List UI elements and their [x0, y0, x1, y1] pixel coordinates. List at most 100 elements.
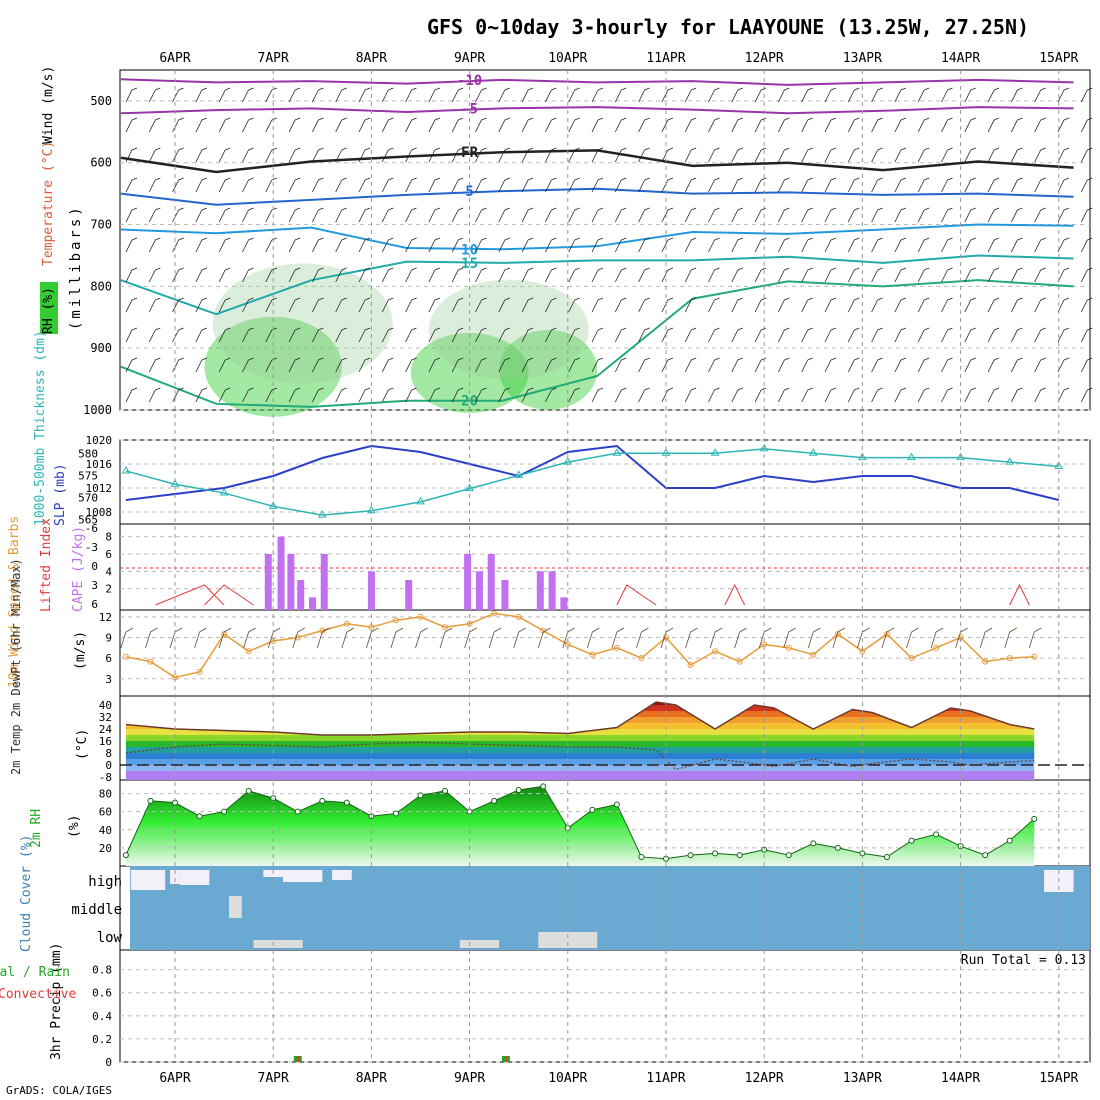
li-tick-label: -3 [85, 541, 98, 554]
wind-barb-flag [947, 87, 953, 91]
wind-barb-flag [691, 87, 697, 91]
cloud-high-clear [130, 870, 166, 890]
wind-barb [987, 329, 995, 343]
top-date-label: 12APR [745, 51, 784, 66]
wind-barb [1011, 359, 1018, 373]
wind10m-ylabel: 10m Wind Speed & Barbs [7, 516, 22, 688]
rh-tick-label: 40 [99, 824, 112, 837]
wind-barb-flag [388, 387, 394, 391]
wind-barb [169, 631, 176, 649]
wind-barb-flag [900, 357, 907, 361]
wind-barb [521, 89, 529, 103]
wind-barb-flag [737, 297, 743, 301]
wind-barb-flag [248, 177, 254, 181]
wind-barb-flag [318, 147, 324, 151]
wind-barb [731, 89, 739, 103]
wind-barb [614, 149, 622, 163]
precip-ylabel: 3hr Precip (mm) [49, 943, 64, 1060]
wind-barb-flag [714, 387, 720, 391]
wind-barb [824, 149, 832, 163]
wind-barb-flag [1040, 357, 1046, 361]
wind-barb [218, 149, 226, 163]
wind-barb [521, 389, 529, 403]
wind-barb [987, 149, 995, 163]
wind-barb [545, 149, 552, 163]
wind-barb [987, 299, 995, 313]
wind-barb-flag [641, 627, 649, 633]
wind-barb-flag [1063, 207, 1070, 211]
wind-barb [428, 389, 436, 403]
wind-barb [987, 359, 995, 373]
wind-barb-flag [574, 87, 580, 91]
thickness-marker [759, 443, 769, 452]
wind-barb-flag [1063, 87, 1070, 91]
wind-barb-flag [784, 237, 790, 241]
wind-barb [265, 179, 273, 193]
precip-tick-label: 0 [105, 1056, 112, 1069]
wind-barb-flag [504, 87, 510, 91]
wind-barb-flag [1063, 117, 1070, 121]
wind-barb [195, 329, 203, 343]
wind-barb-flag [947, 117, 953, 121]
wind-barb-flag [458, 297, 464, 301]
wind-barb-flag [294, 297, 301, 301]
wind-barb-flag [644, 117, 650, 121]
wind-barb [125, 179, 133, 193]
wind-barb-flag [924, 207, 930, 211]
wind-barb-flag [900, 147, 907, 151]
wind-barb-flag [807, 117, 813, 121]
wind-barb-flag [970, 87, 976, 91]
wind-barb [521, 179, 529, 193]
wind-barb [591, 119, 599, 133]
wind-barb [871, 389, 878, 403]
wind-barb-flag [551, 327, 557, 331]
rh-tick-label: 60 [99, 806, 112, 819]
wind-barb [265, 359, 273, 373]
wind-barb-flag [714, 357, 720, 361]
wind-barb [451, 269, 459, 283]
wind-barb-flag [597, 147, 604, 151]
wind-barb [148, 239, 156, 253]
wind-barb [661, 269, 669, 283]
wind-barb [451, 359, 459, 373]
wind-barb-flag [1063, 267, 1070, 271]
wind-barb [464, 631, 470, 649]
wind-barb [172, 149, 179, 163]
rh2m-plot: 20 40 60 80 [99, 783, 1090, 866]
wind-barb [1034, 299, 1042, 313]
wind-barb-flag [737, 207, 743, 211]
wind-barb [148, 269, 156, 283]
wind-barb [754, 89, 762, 103]
temp-band [125, 771, 1035, 780]
wind-barb-flag [621, 87, 627, 91]
wind-barb [1028, 631, 1035, 649]
wind-barb-flag [784, 177, 790, 181]
wind-barb [194, 631, 200, 649]
wind-barb-flag [294, 87, 301, 91]
wind-barb-flag [341, 297, 347, 301]
wind-barb [731, 359, 739, 373]
wind-barb [562, 631, 569, 649]
wind-barb-flag [527, 237, 534, 241]
wind-barb-flag [760, 117, 767, 121]
wind-barb-flag [131, 387, 138, 391]
wind-barb-flag [854, 87, 860, 91]
wind-barb-flag [877, 327, 883, 331]
precip-plot: 0 0.2 0.4 0.6 0.8 [92, 964, 1090, 1069]
wind-barb [1034, 179, 1042, 193]
top-date-labels: 6APR 7APR 8APR 9APR 10APR 11APR 12APR 13APR 14AP… [159, 51, 1078, 66]
wind-barb [451, 179, 459, 193]
wind-barb [708, 119, 715, 133]
wind-barb-flag [458, 147, 464, 151]
wind-barb [545, 89, 552, 103]
bottom-date-label: 13APR [843, 1071, 882, 1086]
wind-barb-flag [199, 627, 207, 633]
wind-barb [857, 631, 863, 649]
wind-barb-flag [411, 147, 417, 151]
cloud-high-clear [179, 870, 210, 885]
wind-barb-flag [877, 237, 883, 241]
wind-barb-flag [714, 297, 720, 301]
thickness-marker [465, 483, 474, 492]
wind-barb-flag [667, 207, 674, 211]
wind-barb-flag [574, 207, 580, 211]
